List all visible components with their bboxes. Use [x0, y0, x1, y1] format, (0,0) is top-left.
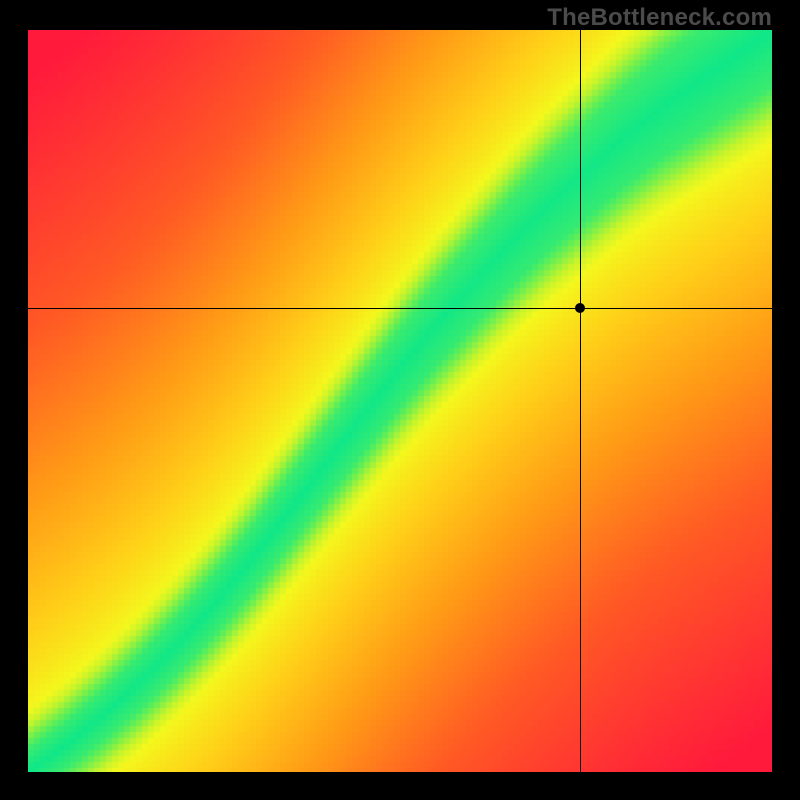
intersection-marker — [575, 303, 585, 313]
chart-frame: TheBottleneck.com — [0, 0, 800, 800]
crosshair-horizontal — [28, 308, 772, 309]
heatmap-plot — [28, 30, 772, 772]
heatmap-canvas — [28, 30, 772, 772]
watermark-text: TheBottleneck.com — [547, 4, 772, 32]
crosshair-vertical — [580, 30, 581, 772]
